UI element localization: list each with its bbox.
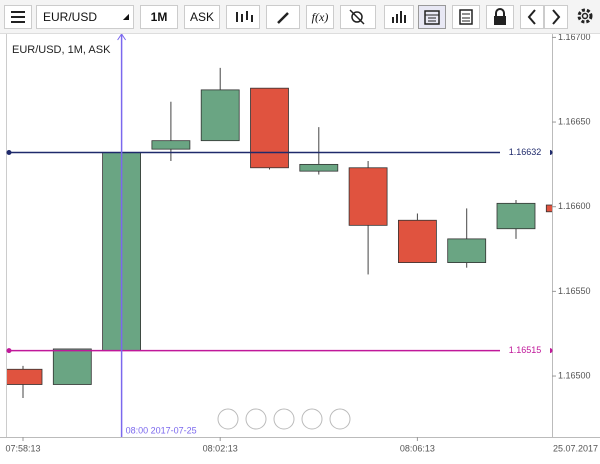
calculator-button[interactable] (452, 5, 480, 29)
chart: EUR/USD, 1M, ASK 1.16500 1.16550 1.16600 1.… (0, 34, 600, 453)
price-label-box (500, 343, 550, 358)
draw-button[interactable] (266, 5, 300, 29)
date-label: 25.07.2017 (553, 443, 598, 453)
pen-icon (277, 12, 289, 24)
crosshair-icon (349, 9, 365, 25)
price-line-handle (6, 150, 12, 156)
price-label: 1.16632 (509, 147, 542, 157)
calendar-button[interactable] (418, 5, 446, 29)
indicator-button[interactable]: f(x) (306, 5, 334, 29)
settings-button[interactable] (572, 5, 598, 29)
chart-title: EUR/USD, 1M, ASK (12, 44, 111, 56)
next-button[interactable] (544, 5, 568, 29)
y-tick-label: 1.16600 (558, 201, 591, 211)
prev-button[interactable] (520, 5, 544, 29)
scroll-right-button[interactable] (329, 408, 351, 430)
toolbar: EUR/USD ◢ 1M ASK f(x) (0, 0, 600, 34)
crosshair-button[interactable] (340, 5, 376, 29)
right-icon (552, 9, 561, 25)
lock-icon (494, 8, 506, 25)
y-tick-label: 1.16500 (558, 370, 591, 380)
y-tick-label: 1.16650 (558, 116, 591, 126)
calendar-icon (424, 10, 440, 25)
lock-button[interactable] (486, 5, 514, 29)
candle-body (496, 202, 536, 230)
zoom-out-button[interactable] (245, 408, 267, 430)
volume-button[interactable] (384, 5, 414, 29)
nav-buttons (217, 408, 351, 430)
price-label: 1.16515 (509, 345, 542, 355)
x-tick-label: 08:02:13 (203, 443, 238, 453)
crosshair-label-box (123, 424, 200, 437)
candle-body (200, 89, 240, 142)
symbol-select[interactable]: EUR/USD ◢ (36, 5, 134, 29)
y-tick-label: 1.16700 (558, 34, 591, 42)
chart-type-icon (236, 11, 253, 22)
candle-body (545, 204, 552, 213)
candle-body (151, 140, 191, 150)
candle-body (397, 219, 437, 263)
menu-button[interactable] (4, 5, 32, 29)
candle-body (52, 348, 92, 385)
side-button[interactable]: ASK (184, 5, 220, 29)
candle-body (348, 167, 388, 226)
gear-icon (577, 8, 593, 24)
calculator-icon (459, 9, 473, 25)
candle-body (250, 87, 289, 169)
reset-button[interactable] (273, 408, 295, 430)
symbol: EUR/USD (43, 10, 98, 24)
chart-type-button[interactable] (226, 5, 260, 29)
dropdown-arrow: ◢ (122, 12, 129, 21)
candle-body (447, 238, 487, 263)
timeframe-button[interactable]: 1M (140, 5, 178, 29)
price-label-box (500, 145, 550, 160)
scroll-left-button[interactable] (217, 408, 239, 430)
zoom-in-button[interactable] (301, 408, 323, 430)
candle-body (7, 368, 43, 385)
left-icon (527, 9, 536, 25)
x-tick-label: 07:58:13 (5, 443, 40, 453)
y-tick-label: 1.16550 (558, 286, 591, 296)
menu-icon (11, 11, 25, 23)
candle-body (299, 163, 339, 172)
crosshair-arrow (117, 34, 127, 41)
price-line-handle (6, 348, 12, 354)
crosshair-label: 08:00 2017-07-25 (126, 425, 197, 435)
x-tick-label: 08:06:13 (400, 443, 435, 453)
volume-icon (392, 11, 406, 23)
plot-area (7, 67, 552, 399)
